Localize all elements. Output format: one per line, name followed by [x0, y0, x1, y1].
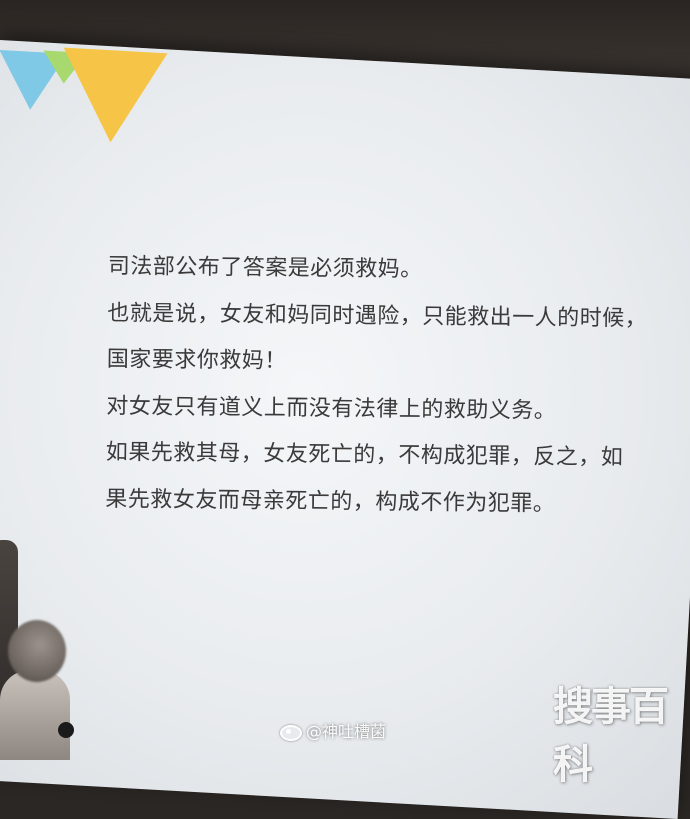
- site-logo-watermark: 搜事百科: [553, 683, 669, 788]
- yellow-triangle-decoration: [58, 47, 168, 146]
- weibo-watermark: @神吐槽菌: [278, 718, 386, 742]
- slide-line-4: 对女友只有道义上而没有法律上的救助义务。: [106, 393, 557, 424]
- slide-line-2: 也就是说，女友和妈同时遇险，只能救出一人的时候，: [107, 300, 648, 332]
- slide-line-5: 如果先救其母，女友死亡的，不构成犯罪，反之，如: [105, 439, 624, 471]
- weibo-icon: [278, 721, 302, 741]
- weibo-handle: @神吐槽菌: [306, 722, 387, 741]
- slide-text-block: 司法部公布了答案是必须救妈。 也就是说，女友和妈同时遇险，只能救出一人的时候， …: [105, 244, 690, 529]
- slide-line-1: 司法部公布了答案是必须救妈。: [107, 253, 423, 283]
- audience-person-head: [8, 620, 66, 682]
- microphone-icon: [58, 722, 74, 738]
- slide-line-6: 果先救女友而母亲死亡的，构成不作为犯罪。: [105, 486, 556, 517]
- slide-line-3: 国家要求你救妈！: [106, 346, 287, 374]
- audience-person-body: [0, 670, 70, 760]
